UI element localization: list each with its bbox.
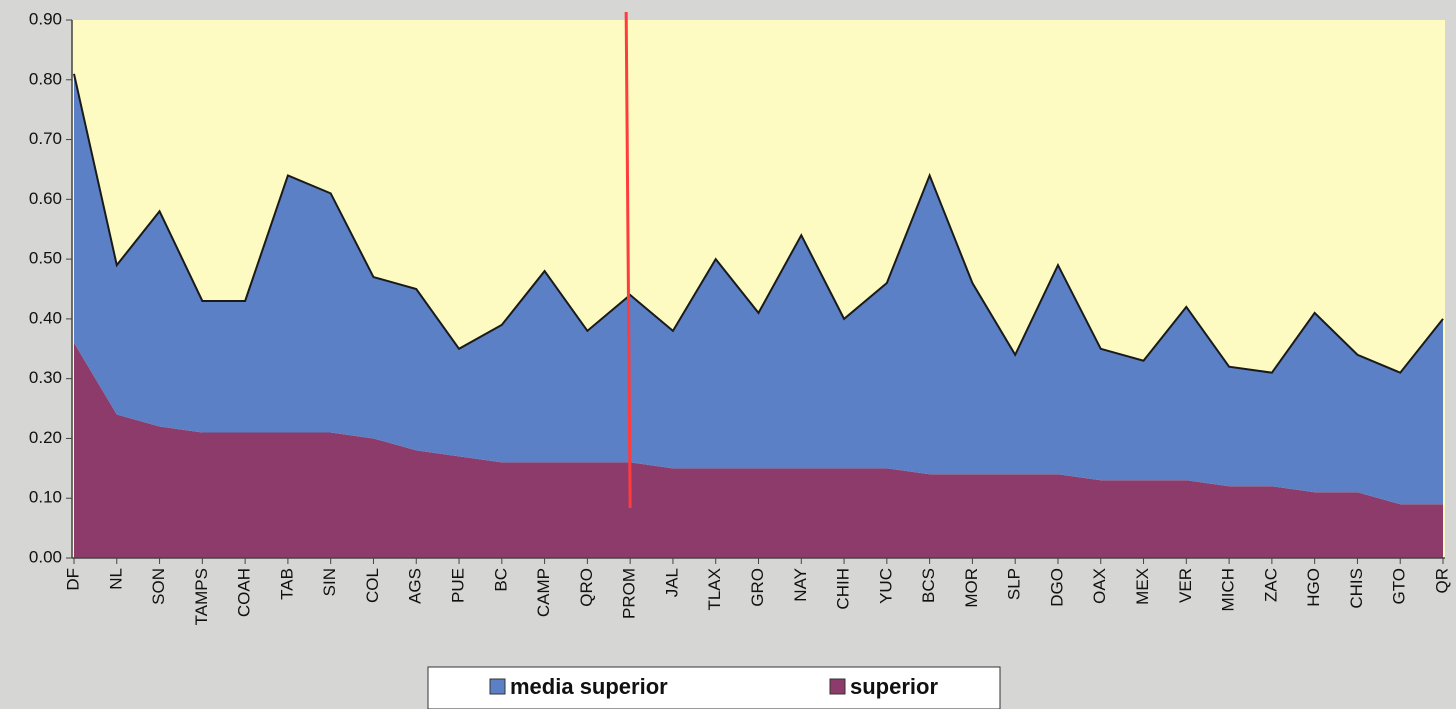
x-tick-label: OAX <box>1090 568 1109 604</box>
x-tick-label: MEX <box>1133 568 1152 605</box>
x-tick-label: BCS <box>919 568 938 603</box>
x-tick-label: GTO <box>1390 568 1409 605</box>
y-tick-label: 0.30 <box>29 368 62 387</box>
x-tick-label: JAL <box>662 568 681 597</box>
reference-line <box>624 11 632 509</box>
y-tick-label: 0.70 <box>29 129 62 148</box>
legend-box <box>427 666 1001 709</box>
x-tick-label: QR <box>1432 568 1451 594</box>
y-tick-label: 0.40 <box>29 308 62 327</box>
x-tick-label: ZAC <box>1261 568 1280 602</box>
x-tick-label: COAH <box>235 568 254 617</box>
y-tick-label: 0.80 <box>29 69 62 88</box>
x-tick-label: CHIS <box>1347 568 1366 609</box>
legend-swatch <box>829 678 846 695</box>
x-tick-label: TLAX <box>705 568 724 611</box>
x-tick-label: CHIH <box>834 568 853 610</box>
legend-label: media superior <box>510 674 668 699</box>
y-tick-label: 0.50 <box>29 249 62 268</box>
x-tick-label: VER <box>1176 568 1195 603</box>
y-tick-label: 0.60 <box>29 189 62 208</box>
x-tick-label: SIN <box>320 568 339 596</box>
area-outline <box>73 73 1444 374</box>
x-tick-label: BC <box>491 568 510 592</box>
y-tick-label: 0.90 <box>29 9 62 28</box>
x-tick-label: DGO <box>1047 568 1066 607</box>
x-tick-label: MOR <box>962 568 981 608</box>
x-tick-label: GRO <box>748 568 767 607</box>
x-tick-label: HGO <box>1304 568 1323 607</box>
area <box>74 342 1443 558</box>
x-tick-label: NL <box>106 568 125 590</box>
legend-swatch <box>489 678 506 695</box>
x-tick-label: COL <box>363 568 382 603</box>
legend-label: superior <box>850 674 938 699</box>
x-tick-label: PROM <box>620 568 639 619</box>
x-tick-label: AGS <box>406 568 425 604</box>
x-tick-label: TAMPS <box>192 568 211 625</box>
x-tick-label: YUC <box>876 568 895 604</box>
x-tick-label: DF <box>63 568 82 591</box>
x-tick-label: MICH <box>1219 568 1238 611</box>
x-tick-label: QRO <box>577 568 596 607</box>
x-tick-label: SON <box>149 568 168 605</box>
y-tick-label: 0.10 <box>29 488 62 507</box>
x-tick-label: PUE <box>449 568 468 603</box>
x-tick-label: TAB <box>277 568 296 600</box>
y-tick-label: 0.00 <box>29 547 62 566</box>
y-tick-label: 0.20 <box>29 428 62 447</box>
x-tick-label: SLP <box>1005 568 1024 600</box>
area <box>74 73 1443 505</box>
x-tick-label: NAY <box>791 568 810 602</box>
x-tick-label: CAMP <box>534 568 553 617</box>
